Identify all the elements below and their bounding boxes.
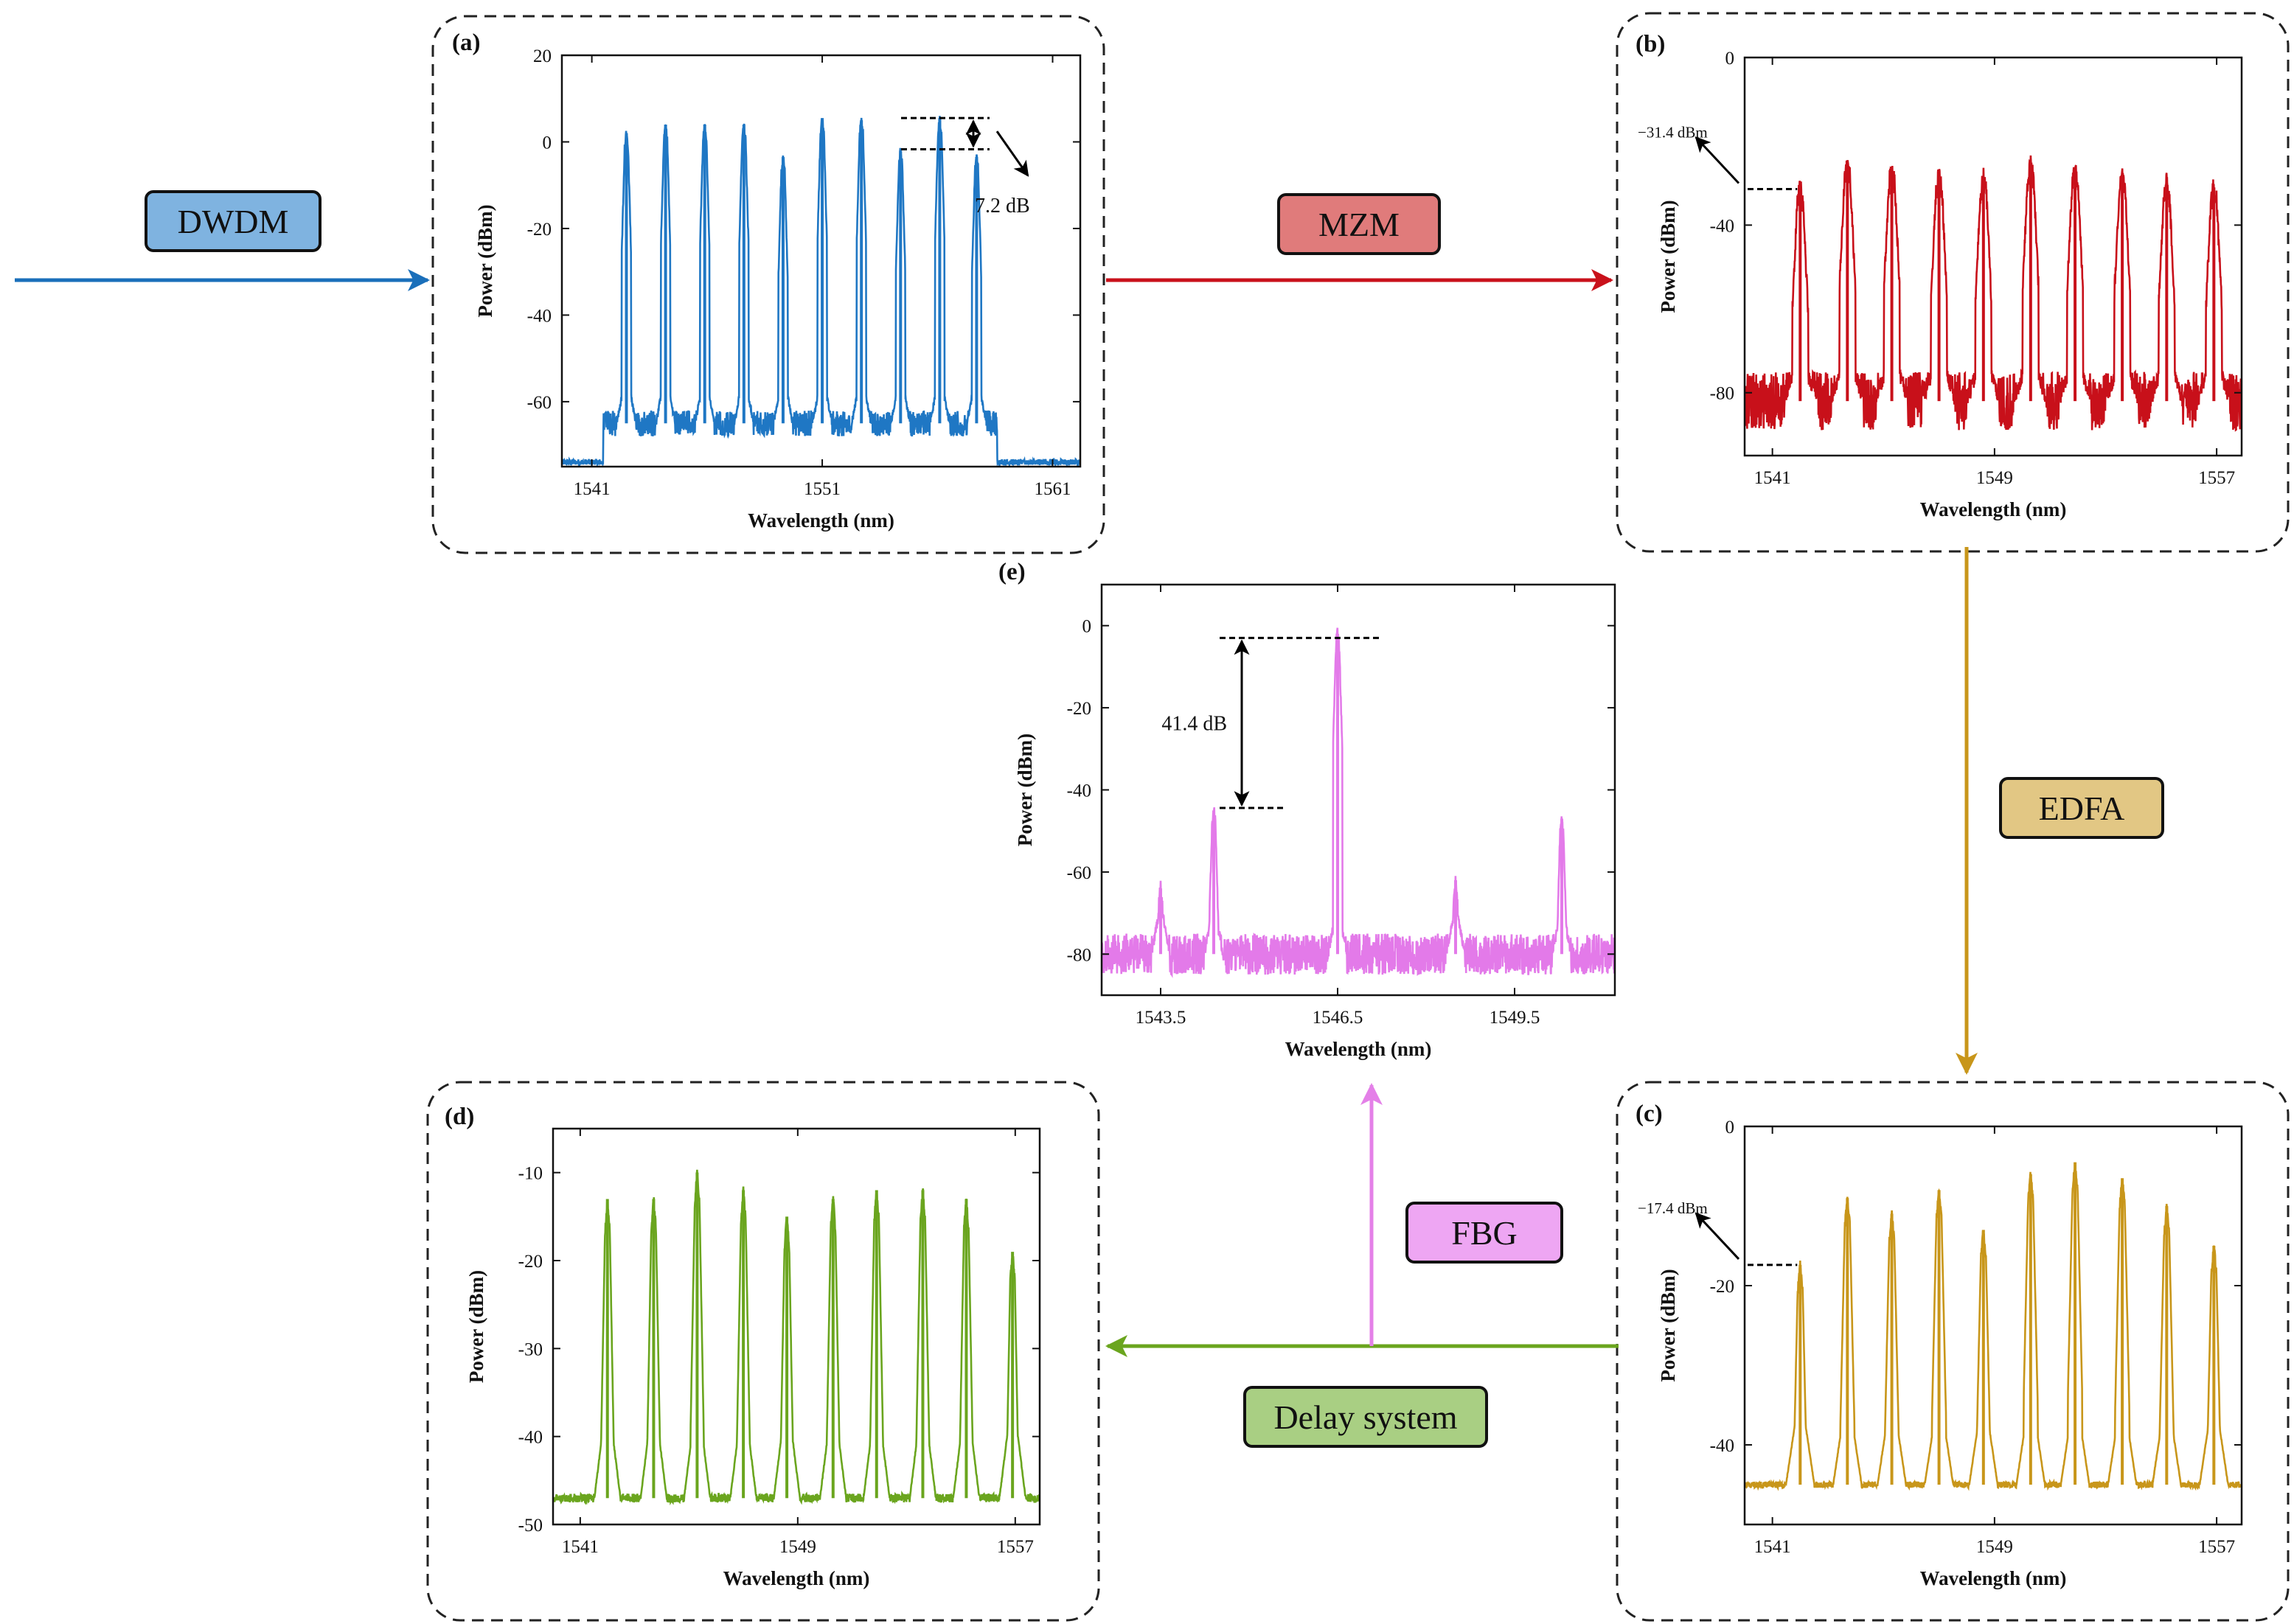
ytick-label-a-4: -60 bbox=[527, 393, 552, 413]
ytick-label-c-2: -40 bbox=[1710, 1436, 1734, 1456]
spectrum-line-c bbox=[1745, 1164, 2242, 1491]
annot-text-e: 41.4 dB bbox=[1161, 713, 1227, 736]
ytick-label-d-0: -10 bbox=[518, 1164, 543, 1184]
fbg-label: FBG bbox=[1451, 1214, 1517, 1252]
ytick-label-e-4: -80 bbox=[1067, 945, 1091, 965]
fbg-box bbox=[1405, 1202, 1563, 1264]
ytick-label-c-0: 0 bbox=[1725, 1118, 1735, 1137]
spectrum-line-b bbox=[1745, 155, 2242, 432]
xlabel-a: Wavelength (nm) bbox=[748, 509, 894, 532]
xtick-label-d-2: 1557 bbox=[997, 1537, 1034, 1557]
ylabel-a: Power (dBm) bbox=[474, 204, 496, 317]
xtick-label-d-1: 1549 bbox=[779, 1537, 816, 1557]
ylabel-e: Power (dBm) bbox=[1014, 733, 1036, 846]
chart-d: 1541 1549 1557 -10 -20 -30 -40 -50 Wavelength (n… bbox=[445, 1104, 1041, 1589]
xlabel-c: Wavelength (nm) bbox=[1920, 1567, 2067, 1589]
xtick-label-b-1: 1549 bbox=[1976, 468, 2013, 488]
ytick-label-b-0: 0 bbox=[1725, 49, 1735, 69]
annot-text-b: −31.4 dBm bbox=[1638, 123, 1708, 141]
delay-label: Delay system bbox=[1273, 1398, 1457, 1436]
annot-text-a: 7.2 dB bbox=[975, 195, 1030, 217]
ytick-label-b-1: -40 bbox=[1710, 216, 1734, 236]
panel-frame-a bbox=[431, 15, 1105, 554]
panel-letter-c: (c) bbox=[1636, 1101, 1663, 1127]
panel-letter-a: (a) bbox=[452, 29, 480, 56]
dwdm-label: DWDM bbox=[178, 203, 289, 240]
stage-box-mzm: MZM bbox=[1277, 193, 1441, 255]
panel-letter-d: (d) bbox=[445, 1104, 474, 1130]
edfa-box bbox=[1999, 777, 2164, 839]
mzm-label: MZM bbox=[1318, 206, 1400, 243]
delay-box bbox=[1243, 1386, 1488, 1448]
plot-frame-c bbox=[1743, 1125, 2243, 1526]
annot-pointer-b bbox=[1695, 136, 1740, 184]
stage-box-edfa: EDFA bbox=[1999, 777, 2164, 839]
ytick-label-a-1: 0 bbox=[543, 133, 552, 153]
plot-frame-e bbox=[1100, 583, 1616, 997]
chart-e: 1543.5 1546.5 1549.5 0 -20 -40 -60 -80 Wavelengt… bbox=[998, 559, 1616, 1060]
panel-frame-c bbox=[1616, 1081, 2290, 1622]
annot-text-c: −17.4 dBm bbox=[1638, 1199, 1708, 1217]
panel-letter-e: (e) bbox=[998, 559, 1026, 585]
spectrum-charts: 1541 1551 1561 20 0 -20 -40 -60 Wavelength (nm) P… bbox=[445, 29, 2243, 1589]
xlabel-d: Wavelength (nm) bbox=[723, 1567, 870, 1589]
stage-box-fbg: FBG bbox=[1405, 1202, 1563, 1264]
spectrum-line-d bbox=[553, 1169, 1040, 1506]
plot-frame-d bbox=[552, 1127, 1041, 1526]
ytick-label-c-1: -20 bbox=[1710, 1277, 1734, 1297]
ytick-label-a-0: 20 bbox=[533, 46, 552, 66]
ytick-label-e-1: -20 bbox=[1067, 699, 1091, 719]
xtick-label-e-1: 1546.5 bbox=[1313, 1008, 1363, 1028]
xtick-label-a-1: 1551 bbox=[804, 479, 841, 499]
panel-letter-b: (b) bbox=[1636, 31, 1665, 57]
ytick-label-e-0: 0 bbox=[1082, 617, 1092, 637]
annot-pointer-a bbox=[995, 130, 1029, 177]
ytick-label-b-2: -80 bbox=[1710, 384, 1734, 404]
stage-box-dwdm: DWDM bbox=[145, 190, 321, 252]
plot-frame-b bbox=[1743, 56, 2243, 457]
panel-frame-d bbox=[426, 1081, 1100, 1622]
dwdm-box bbox=[145, 190, 321, 252]
chart-c: 1541 1549 1557 0 -20 -40 Wavelength (nm) Power … bbox=[1636, 1101, 2243, 1589]
ytick-label-d-4: -50 bbox=[518, 1516, 543, 1536]
chart-b: 1541 1549 1557 0 -40 -80 Wavelength (nm) Power … bbox=[1636, 31, 2243, 520]
xlabel-b: Wavelength (nm) bbox=[1920, 498, 2067, 520]
xtick-label-d-0: 1541 bbox=[562, 1537, 599, 1557]
xtick-label-b-0: 1541 bbox=[1754, 468, 1791, 488]
ytick-label-a-3: -40 bbox=[527, 306, 552, 326]
xtick-label-e-0: 1543.5 bbox=[1136, 1008, 1186, 1028]
ylabel-c: Power (dBm) bbox=[1657, 1269, 1679, 1381]
mzm-box bbox=[1277, 193, 1441, 255]
ytick-label-a-2: -20 bbox=[527, 220, 552, 240]
xlabel-e: Wavelength (nm) bbox=[1285, 1038, 1432, 1060]
ylabel-d: Power (dBm) bbox=[465, 1270, 487, 1383]
xtick-label-a-0: 1541 bbox=[574, 479, 611, 499]
edfa-label: EDFA bbox=[2039, 790, 2125, 827]
ylabel-b: Power (dBm) bbox=[1657, 200, 1679, 313]
plot-frame-a bbox=[560, 54, 1082, 468]
xtick-label-c-2: 1557 bbox=[2198, 1537, 2235, 1557]
ytick-label-e-2: -40 bbox=[1067, 781, 1091, 801]
ytick-label-d-2: -30 bbox=[518, 1339, 543, 1359]
ytick-label-d-1: -20 bbox=[518, 1252, 543, 1272]
xtick-label-a-2: 1561 bbox=[1035, 479, 1071, 499]
xtick-label-e-2: 1549.5 bbox=[1490, 1008, 1540, 1028]
stage-box-delay: Delay system bbox=[1243, 1386, 1488, 1448]
panel-frame-b bbox=[1616, 12, 2290, 553]
spectrum-line-e bbox=[1102, 627, 1615, 978]
xtick-label-c-0: 1541 bbox=[1754, 1537, 1791, 1557]
chart-a: 1541 1551 1561 20 0 -20 -40 -60 Wavelength (nm) P… bbox=[452, 29, 1082, 532]
xtick-label-b-2: 1557 bbox=[2198, 468, 2235, 488]
ytick-label-d-3: -40 bbox=[518, 1428, 543, 1448]
xtick-label-c-1: 1549 bbox=[1976, 1537, 2013, 1557]
ytick-label-e-3: -60 bbox=[1067, 863, 1091, 883]
annot-pointer-c bbox=[1695, 1212, 1740, 1260]
